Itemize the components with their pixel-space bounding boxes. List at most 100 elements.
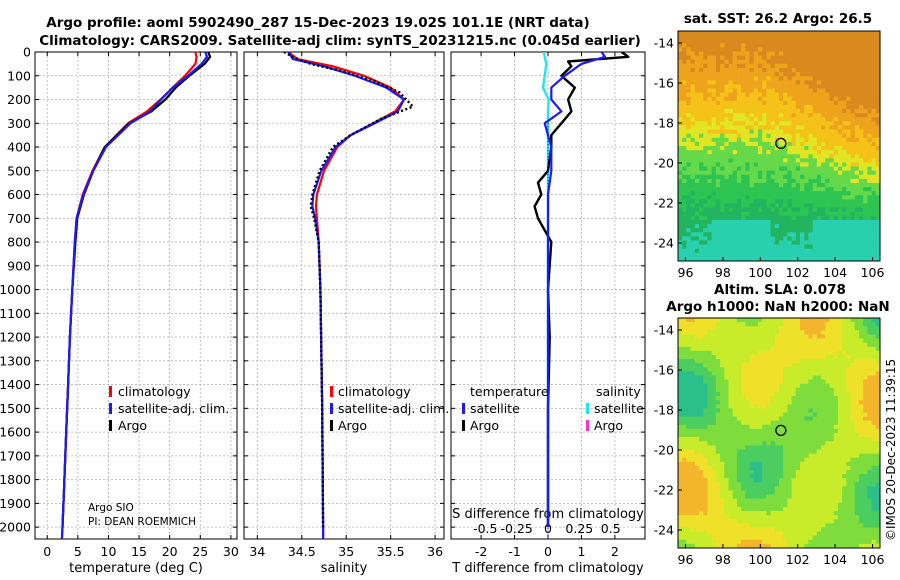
map-cell <box>837 219 843 225</box>
map-cell <box>783 527 788 532</box>
map-cell <box>762 408 767 413</box>
map-cell <box>703 511 708 516</box>
map-cell <box>724 330 729 335</box>
map-cell <box>728 494 734 500</box>
map-cell <box>690 445 696 450</box>
map-cell <box>753 182 759 188</box>
argo-location-marker <box>775 137 787 150</box>
map-cell <box>728 330 734 335</box>
map-cell <box>800 63 805 69</box>
map-cell <box>699 396 704 401</box>
map-cell <box>800 359 805 364</box>
map-cell <box>703 461 708 467</box>
map-cell <box>749 457 755 463</box>
map-cell <box>829 109 835 114</box>
map-cell <box>703 363 708 368</box>
map-cell <box>757 96 763 102</box>
map-cell <box>871 248 877 254</box>
map-cell <box>762 195 767 200</box>
map-cell <box>829 215 835 221</box>
map-cell <box>715 224 721 229</box>
map-cell <box>770 457 776 463</box>
map-cell <box>749 482 755 487</box>
map-cell <box>703 420 708 426</box>
map-cell <box>757 453 763 459</box>
map-cell <box>724 428 729 434</box>
map-cell <box>850 121 856 126</box>
map-cell <box>804 494 809 500</box>
map-cell <box>766 498 771 504</box>
map-cell <box>787 387 793 393</box>
map-cell <box>825 211 830 217</box>
map-cell <box>715 416 721 422</box>
map-cell <box>728 51 734 57</box>
map-cell <box>783 490 788 496</box>
map-cell <box>699 506 704 512</box>
map-cell <box>741 371 746 376</box>
map-cell <box>703 334 708 339</box>
map-cell <box>800 379 805 385</box>
map-cell <box>699 215 704 221</box>
map-cell <box>678 195 683 200</box>
map-cell <box>741 146 746 151</box>
map-cell <box>804 146 809 151</box>
map-cell <box>783 199 788 204</box>
map-cell <box>766 96 771 102</box>
map-cell <box>821 224 826 229</box>
map-cell <box>804 367 809 372</box>
map-cell <box>682 391 687 397</box>
map-cell <box>821 31 826 36</box>
map-cell <box>724 207 729 213</box>
map-cell <box>816 494 822 500</box>
map-cell <box>816 428 822 434</box>
map-cell <box>795 424 801 430</box>
map-cell <box>707 416 713 422</box>
map-cell <box>694 174 700 180</box>
map-cell <box>732 453 738 459</box>
map-cell <box>720 137 725 143</box>
map-cell <box>791 354 797 360</box>
map-cell <box>720 150 725 155</box>
map-cell <box>745 531 750 537</box>
map-cell <box>867 31 872 36</box>
map-cell <box>707 146 713 151</box>
map-cell <box>787 346 793 352</box>
map-cell <box>732 465 738 471</box>
map-cell <box>854 96 860 102</box>
map-cell <box>804 543 809 548</box>
map-cell <box>703 88 708 94</box>
map-cell <box>724 158 729 163</box>
map-cell <box>757 375 763 381</box>
map-cell <box>795 433 801 438</box>
map-cell <box>791 170 797 176</box>
map-cell <box>875 100 880 106</box>
map-cell <box>715 359 721 364</box>
map-cell <box>749 539 755 545</box>
map-cell <box>757 334 763 339</box>
map-cell <box>728 404 734 409</box>
map-cell <box>715 100 721 106</box>
map-cell <box>821 334 826 339</box>
map-cell <box>875 219 880 225</box>
map-cell <box>779 219 784 225</box>
map-cell <box>816 375 822 381</box>
x-axis-label: temperature (deg C) <box>69 561 203 576</box>
map-cell <box>686 457 692 463</box>
map-cell <box>749 371 755 376</box>
map-cell <box>707 51 713 57</box>
map-cell <box>682 100 687 106</box>
map-cell <box>800 539 805 545</box>
map-cell <box>749 244 755 250</box>
map-cell <box>850 117 856 122</box>
map-cell <box>816 211 822 217</box>
map-cell <box>711 494 717 500</box>
map-cell <box>766 63 771 69</box>
map-cell <box>850 178 856 184</box>
map-cell <box>779 55 784 61</box>
map-cell <box>728 453 734 459</box>
map-cell <box>741 100 746 106</box>
map-cell <box>804 174 809 180</box>
map-cell <box>774 457 780 463</box>
map-cell <box>800 371 805 376</box>
map-cell <box>779 465 784 471</box>
